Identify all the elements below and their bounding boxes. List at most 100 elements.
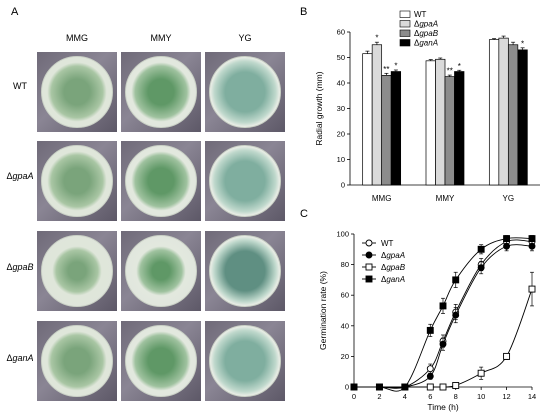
agar-colony (41, 56, 113, 128)
petri-plate-gpab-mmg (37, 231, 117, 311)
data-point-gana (401, 383, 409, 391)
data-point-gana (528, 235, 536, 243)
petri-plate-wt-yg (205, 52, 285, 132)
agar-colony (209, 325, 281, 397)
agar-colony (41, 325, 113, 397)
y-tick-label: 20 (341, 352, 349, 361)
legend-label-gpaa: ΔgpaA (414, 20, 438, 29)
row-label-prefix: Δ (6, 353, 13, 363)
x-tick-label: 14 (528, 392, 536, 401)
y-tick-label: 30 (337, 104, 345, 113)
bar-gana-mmy (454, 71, 465, 186)
data-point-gpab (452, 382, 460, 389)
y-tick-label: 40 (341, 321, 349, 330)
legend-label-gana: ΔganA (381, 275, 405, 284)
y-tick-label: 80 (341, 260, 349, 269)
y-axis-label: Radial growth (mm) (314, 71, 324, 145)
y-tick-label: 50 (337, 53, 345, 62)
bar-gpaa-yg (498, 37, 509, 186)
agar-colony (41, 235, 113, 307)
legend-name: ganA (419, 39, 438, 48)
bar-gpaa-mmg (371, 44, 383, 186)
significance-mark: ** (383, 65, 389, 74)
agar-colony (209, 235, 281, 307)
legend-prefix: Δ (414, 29, 420, 38)
y-tick-label: 100 (336, 230, 349, 239)
x-tick-label: 2 (377, 392, 381, 401)
y-tick-label: 10 (337, 155, 345, 164)
x-category-label: MMY (436, 194, 455, 203)
row-label-gana: ΔganA (0, 353, 40, 363)
legend-prefix: Δ (381, 251, 387, 260)
legend-name: ganA (386, 275, 405, 284)
legend-swatch-gpaa (399, 20, 411, 28)
row-label-name: WT (13, 81, 27, 91)
legend-label-gpab: ΔgpaB (381, 263, 406, 272)
petri-plate-gana-mmy (121, 321, 201, 401)
y-tick-label: 40 (337, 79, 345, 88)
petri-plate-gana-yg (205, 321, 285, 401)
petri-plate-gpaa-yg (205, 141, 285, 221)
x-axis-label: Time (h) (427, 402, 458, 412)
legend-name: gpaB (386, 263, 405, 272)
significance-mark: * (521, 39, 524, 48)
significance-mark: * (458, 62, 461, 71)
agar-colony (125, 325, 197, 397)
legend-name: WT (381, 239, 394, 248)
panel-a-letter: A (11, 6, 19, 18)
x-tick-label: 8 (454, 392, 458, 401)
x-tick-label: 10 (477, 392, 485, 401)
legend-prefix: Δ (381, 275, 387, 284)
column-header-mmy: MMY (150, 33, 172, 43)
bar-gana-yg (517, 49, 528, 186)
row-label-prefix: Δ (6, 171, 13, 181)
germination-line-chart: 0 20 40 60 80 100 0 2 4 6 8 10 12 14 Time (h) Germinati… (318, 230, 536, 413)
legend-swatch-gana (399, 39, 411, 47)
y-tick-label: 0 (345, 383, 349, 392)
agar-colony (209, 56, 281, 128)
x-tick-label: 6 (428, 392, 432, 401)
y-tick-label: 20 (337, 130, 345, 139)
column-header-mmg: MMG (66, 33, 88, 43)
legend-label-gpab: ΔgpaB (414, 29, 439, 38)
data-point-gpaa (452, 311, 460, 319)
row-label-wt: WT (0, 81, 40, 91)
legend-label-wt: WT (414, 10, 427, 19)
row-label-name: ganA (12, 353, 34, 363)
data-point-gana (350, 383, 358, 391)
petri-plate-gpaa-mmg (37, 141, 117, 221)
data-point-gana (426, 326, 434, 334)
row-label-name: gpaB (12, 262, 34, 272)
legend-swatch-wt (399, 10, 411, 18)
row-label-gpab: ΔgpaB (0, 262, 40, 272)
bar-wt-mmy (425, 60, 436, 186)
bar-wt-yg (488, 39, 500, 186)
series-line-gana (353, 237, 533, 392)
agar-colony (125, 56, 197, 128)
legend-marker-wt (365, 239, 373, 247)
agar-colony (41, 145, 113, 217)
bar-wt-mmg (362, 53, 373, 186)
data-point-gpab (477, 369, 485, 377)
x-category-label: YG (503, 194, 515, 203)
petri-plate-wt-mmy (121, 52, 201, 132)
legend-label-gana: ΔganA (414, 39, 438, 48)
row-label-name: gpaA (12, 171, 34, 181)
data-point-wt (426, 365, 434, 373)
legend-prefix: Δ (414, 39, 420, 48)
row-label-gpaa: ΔgpaA (0, 171, 40, 181)
data-point-gana (477, 245, 485, 253)
significance-mark: * (375, 34, 378, 43)
data-point-gpaa (439, 340, 447, 348)
row-label-prefix: Δ (6, 262, 13, 272)
legend-prefix: Δ (381, 263, 387, 272)
legend-label-wt: WT (381, 239, 394, 248)
data-point-gpab (426, 383, 434, 391)
legend-marker-gpab (365, 263, 373, 271)
y-axis-label: Germination rate (%) (318, 271, 328, 350)
data-point-gpab (528, 285, 536, 293)
legend-marker-gpaa (365, 251, 373, 259)
data-point-gpab (503, 352, 511, 360)
legend-prefix: Δ (414, 20, 420, 29)
